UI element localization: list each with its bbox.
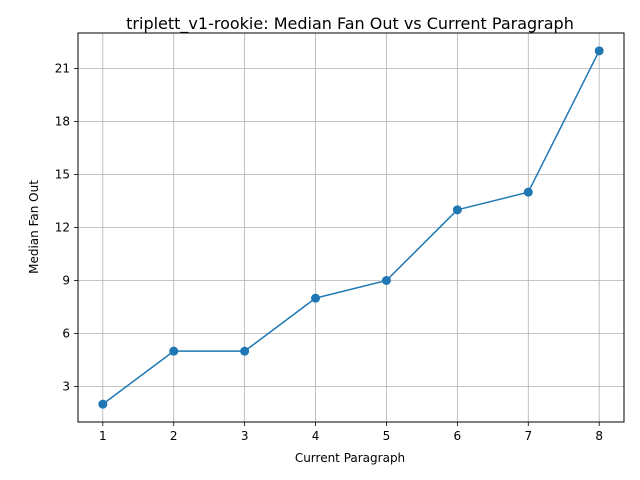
x-tick-label: 5 [383,429,391,443]
x-tick-label: 4 [312,429,320,443]
y-axis-label: Median Fan Out [27,180,41,274]
y-axis-ticks: 3 6 9 12 15 18 21 [55,62,78,393]
data-point [311,293,321,303]
x-tick-label: 2 [170,429,178,443]
data-point [169,346,179,356]
data-point [98,399,108,409]
series-layer [98,46,604,409]
chart-title: triplett_v1-rookie: Median Fan Out vs Cu… [126,14,574,34]
x-tick-label: 3 [241,429,249,443]
data-point [381,275,391,285]
x-tick-label: 1 [99,429,107,443]
y-tick-label: 15 [55,168,70,182]
data-point [240,346,250,356]
y-tick-label: 18 [55,115,70,129]
data-point [523,187,533,197]
grid [78,33,624,422]
data-point [594,46,604,56]
y-tick-label: 9 [62,273,70,287]
series-line [102,50,600,405]
x-tick-label: 6 [454,429,462,443]
y-tick-label: 12 [55,221,70,235]
y-tick-label: 6 [62,326,70,340]
x-tick-label: 7 [524,429,532,443]
x-axis-ticks: 1 2 3 4 5 6 7 8 [99,422,603,443]
x-axis-label: Current Paragraph [295,451,405,465]
y-tick-label: 3 [62,379,70,393]
x-tick-label: 8 [595,429,603,443]
y-tick-label: 21 [55,62,70,76]
data-point [452,205,462,215]
